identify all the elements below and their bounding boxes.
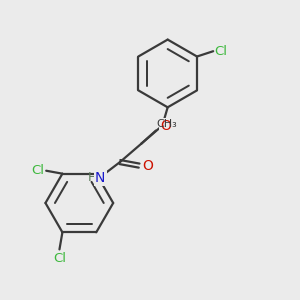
Text: CH₃: CH₃ <box>157 119 177 129</box>
Text: N: N <box>95 171 105 185</box>
Text: Cl: Cl <box>53 252 66 265</box>
Text: Cl: Cl <box>214 45 227 58</box>
Text: Cl: Cl <box>32 164 45 177</box>
Text: H: H <box>88 171 97 184</box>
Text: O: O <box>142 159 153 172</box>
Text: O: O <box>160 118 171 133</box>
